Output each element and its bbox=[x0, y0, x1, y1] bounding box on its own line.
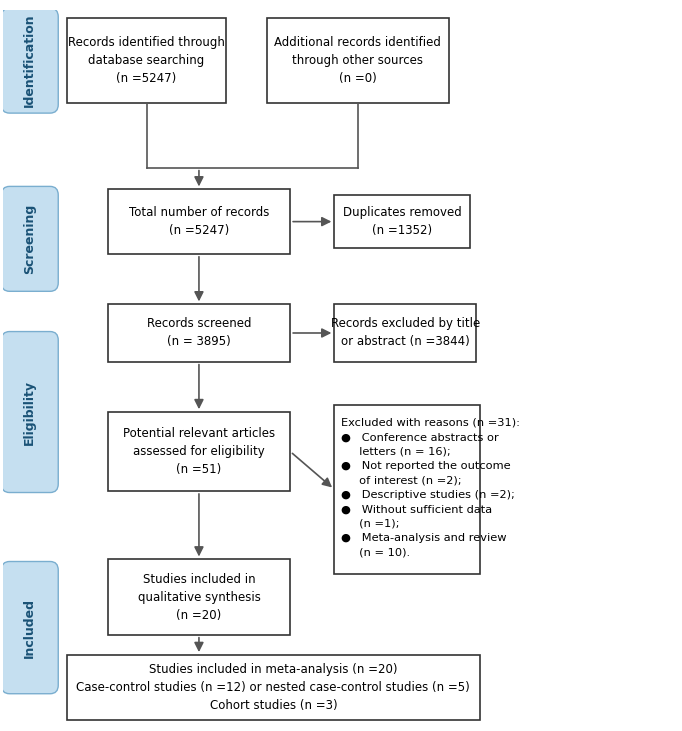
Bar bbox=[108, 559, 291, 635]
Text: Total number of records
(n =5247): Total number of records (n =5247) bbox=[129, 206, 269, 237]
Bar bbox=[67, 18, 226, 103]
FancyBboxPatch shape bbox=[1, 8, 58, 113]
Bar bbox=[108, 412, 291, 491]
FancyBboxPatch shape bbox=[1, 561, 58, 694]
Text: Duplicates removed
(n =1352): Duplicates removed (n =1352) bbox=[342, 206, 461, 237]
Text: Eligibility: Eligibility bbox=[23, 379, 36, 444]
FancyBboxPatch shape bbox=[1, 186, 58, 292]
Bar bbox=[67, 655, 479, 719]
Bar bbox=[334, 405, 479, 574]
Text: Studies included in
qualitative synthesis
(n =20): Studies included in qualitative synthesi… bbox=[138, 572, 261, 621]
Bar bbox=[108, 189, 291, 254]
Text: Identification: Identification bbox=[23, 14, 36, 107]
Text: Records screened
(n = 3895): Records screened (n = 3895) bbox=[147, 317, 251, 349]
Text: Excluded with reasons (n =31):
●   Conference abstracts or
     letters (n = 16): Excluded with reasons (n =31): ● Confere… bbox=[341, 418, 520, 558]
Bar bbox=[334, 304, 476, 362]
Text: Records excluded by title
or abstract (n =3844): Records excluded by title or abstract (n… bbox=[331, 317, 480, 349]
Bar bbox=[108, 304, 291, 362]
Text: Additional records identified
through other sources
(n =0): Additional records identified through ot… bbox=[274, 36, 441, 85]
Text: Potential relevant articles
assessed for eligibility
(n =51): Potential relevant articles assessed for… bbox=[123, 427, 275, 476]
Bar bbox=[334, 195, 469, 249]
Text: Screening: Screening bbox=[23, 204, 36, 274]
FancyBboxPatch shape bbox=[1, 332, 58, 493]
Text: Included: Included bbox=[23, 598, 36, 658]
Text: Records identified through
database searching
(n =5247): Records identified through database sear… bbox=[68, 36, 225, 85]
Bar bbox=[267, 18, 449, 103]
Text: Studies included in meta-analysis (n =20)
Case-control studies (n =12) or nested: Studies included in meta-analysis (n =20… bbox=[76, 663, 470, 712]
